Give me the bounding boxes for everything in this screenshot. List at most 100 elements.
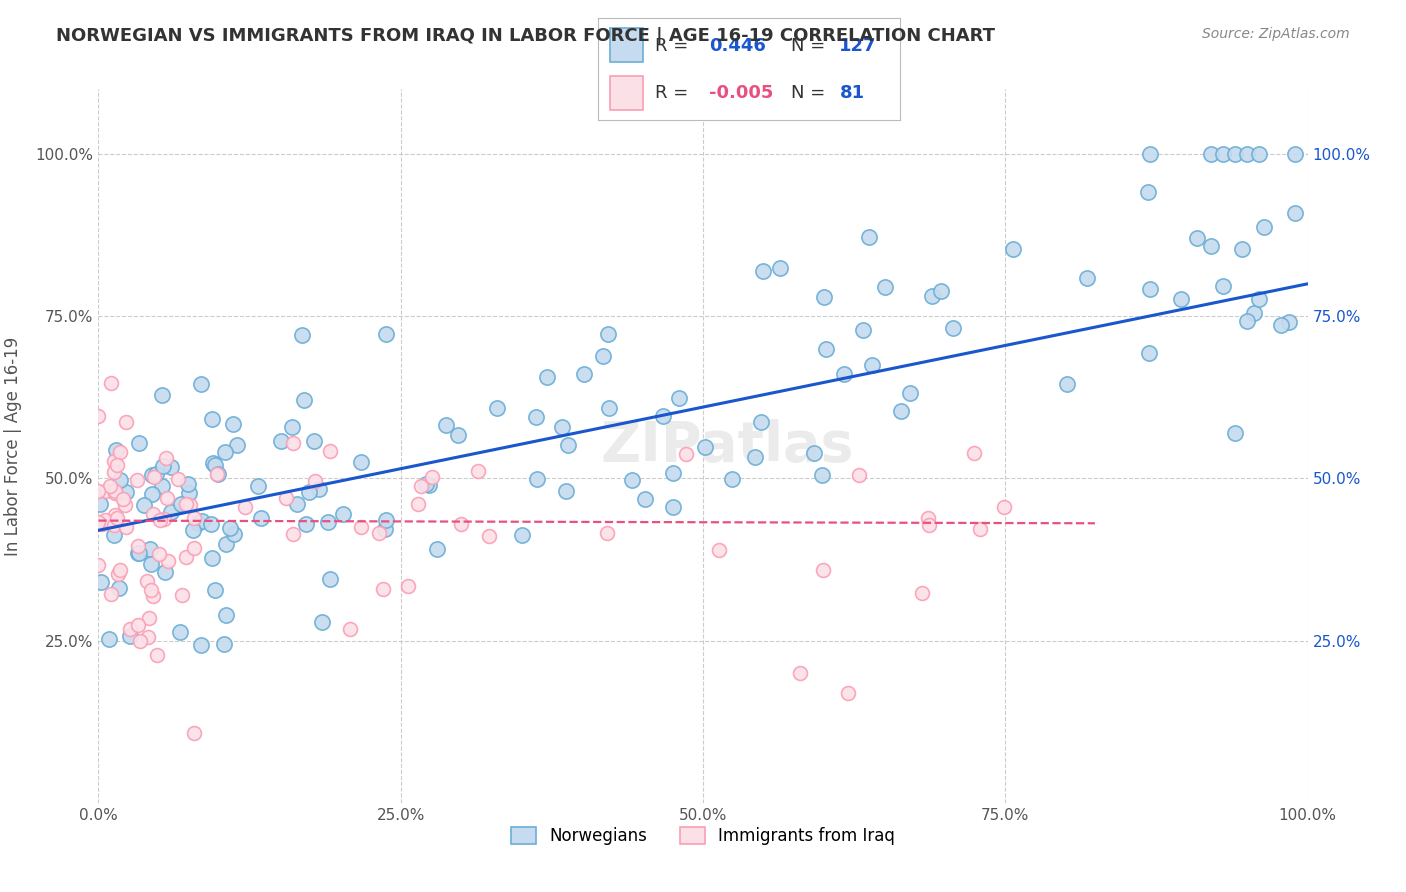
- Point: [127, 617, 149, 632]
- Point: [247, 478, 270, 492]
- Point: [852, 323, 875, 337]
- Point: [200, 550, 222, 565]
- Point: [592, 349, 614, 363]
- Point: [214, 608, 236, 623]
- Point: [190, 377, 212, 392]
- Point: [1136, 185, 1159, 199]
- Point: [226, 438, 249, 452]
- Point: [105, 510, 128, 524]
- Point: [183, 541, 205, 555]
- Point: [993, 500, 1015, 515]
- Point: [308, 482, 330, 496]
- Point: [139, 583, 162, 598]
- Point: [1199, 147, 1222, 161]
- Point: [115, 519, 138, 533]
- Point: [187, 516, 209, 531]
- Point: [848, 468, 870, 483]
- Point: [1212, 147, 1234, 161]
- Legend: Norwegians, Immigrants from Iraq: Norwegians, Immigrants from Iraq: [503, 820, 903, 852]
- Point: [1170, 293, 1192, 307]
- Point: [350, 455, 373, 469]
- Point: [115, 415, 138, 429]
- Point: [598, 401, 620, 415]
- Point: [942, 320, 965, 334]
- Point: [170, 497, 193, 511]
- Point: [142, 589, 165, 603]
- Point: [94, 513, 117, 527]
- Point: [127, 539, 149, 553]
- Point: [179, 498, 201, 512]
- Point: [1284, 147, 1306, 161]
- Point: [524, 410, 547, 425]
- Point: [1278, 315, 1301, 329]
- Point: [108, 563, 131, 577]
- Point: [104, 508, 127, 522]
- Point: [332, 508, 354, 522]
- Point: [661, 466, 683, 480]
- Y-axis label: In Labor Force | Age 16-19: In Labor Force | Age 16-19: [4, 336, 21, 556]
- Point: [138, 610, 160, 624]
- Text: 81: 81: [839, 84, 865, 102]
- Point: [141, 487, 163, 501]
- Point: [207, 467, 229, 481]
- Point: [550, 420, 572, 434]
- Point: [1230, 242, 1253, 256]
- Point: [963, 446, 986, 460]
- Point: [371, 582, 394, 597]
- Point: [270, 434, 292, 449]
- Point: [832, 367, 855, 381]
- Point: [720, 472, 742, 486]
- Point: [396, 579, 419, 593]
- Point: [434, 417, 457, 432]
- Point: [620, 473, 643, 487]
- Point: [918, 517, 941, 532]
- Point: [104, 484, 127, 499]
- Point: [318, 443, 340, 458]
- Point: [91, 516, 114, 531]
- Point: [115, 485, 138, 500]
- Point: [172, 588, 194, 602]
- Point: [98, 632, 121, 646]
- Point: [1137, 346, 1160, 360]
- FancyBboxPatch shape: [610, 77, 643, 110]
- Point: [536, 370, 558, 384]
- Point: [749, 415, 772, 429]
- Point: [447, 428, 470, 442]
- Point: [1243, 306, 1265, 320]
- Point: [160, 505, 183, 519]
- Text: R =: R =: [655, 84, 688, 102]
- Point: [139, 541, 162, 556]
- Point: [150, 387, 173, 401]
- Point: [281, 420, 304, 434]
- Point: [1185, 231, 1208, 245]
- Point: [146, 648, 169, 662]
- Point: [450, 516, 472, 531]
- Point: [174, 549, 197, 564]
- Point: [204, 582, 226, 597]
- Point: [148, 547, 170, 561]
- Text: ZIPatlas: ZIPatlas: [600, 419, 853, 473]
- Point: [112, 491, 135, 506]
- Point: [103, 528, 125, 542]
- Point: [803, 446, 825, 460]
- Point: [668, 392, 690, 406]
- Point: [875, 280, 897, 294]
- Point: [557, 438, 579, 452]
- Point: [100, 376, 122, 391]
- Point: [205, 467, 228, 482]
- Point: [169, 624, 191, 639]
- Point: [222, 526, 245, 541]
- Point: [1001, 242, 1024, 256]
- Point: [374, 326, 396, 341]
- Point: [100, 587, 122, 601]
- Text: 0.446: 0.446: [710, 37, 766, 54]
- Point: [103, 465, 125, 479]
- Point: [233, 500, 256, 514]
- Point: [555, 483, 578, 498]
- Text: N =: N =: [792, 84, 825, 102]
- Point: [201, 456, 224, 470]
- Point: [181, 524, 204, 538]
- Point: [98, 478, 121, 492]
- Text: 127: 127: [839, 37, 877, 54]
- Point: [596, 327, 619, 342]
